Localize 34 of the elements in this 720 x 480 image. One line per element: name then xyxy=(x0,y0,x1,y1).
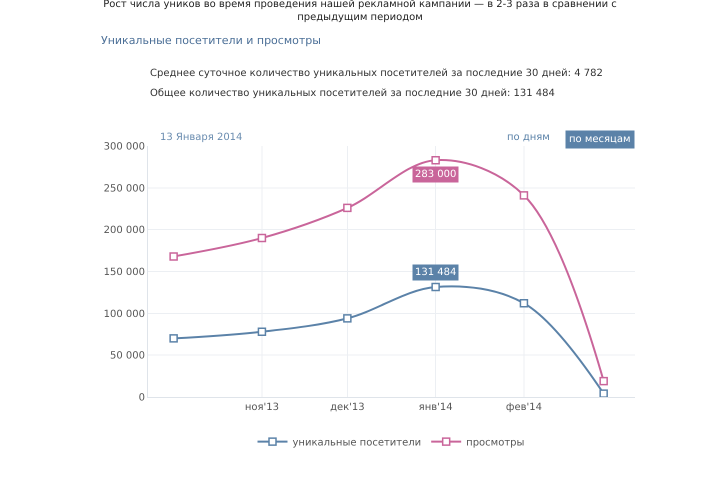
y-tick-label: 0 xyxy=(138,392,145,404)
point xyxy=(431,282,440,292)
data-label: 131 484 xyxy=(415,267,456,278)
point xyxy=(431,156,440,164)
y-tick-label: 250 000 xyxy=(104,183,145,194)
text: 13 Января 2014 xyxy=(160,132,242,143)
text: Общее количество уникальных посетителей за последние 30 дней: 131 484 xyxy=(150,88,555,99)
point xyxy=(169,334,178,343)
point xyxy=(343,204,352,212)
point xyxy=(258,234,266,242)
x-tick-label: ноя'13 xyxy=(244,402,279,413)
x-tick-label: янв'14 xyxy=(418,402,453,413)
legend-label: уникальные посетители xyxy=(292,438,422,449)
y-tick-label: 300 000 xyxy=(104,142,145,152)
point xyxy=(169,252,178,261)
point xyxy=(343,314,352,323)
text: Среднее суточное количество уникальных посетителей за последние 30 дней: 4 782 xyxy=(150,68,603,79)
y-tick-label: 50 000 xyxy=(110,350,145,362)
text: по месяцам xyxy=(569,134,631,145)
point xyxy=(599,389,608,397)
point xyxy=(258,327,266,336)
chart-title: Рост числа уников во время проведения нашей рекламной кампании — в 2-3 раза в сравнении с предыдущим периодом xyxy=(103,0,617,24)
data-label: 283 000 xyxy=(415,169,456,180)
y-tick-label: 100 000 xyxy=(104,308,145,320)
legend-label: просмотры xyxy=(466,438,525,449)
y-tick-label: 200 000 xyxy=(104,225,145,236)
chart-subtitle: Уникальные посетители и просмотры xyxy=(101,34,321,47)
x-tick-label: дек'13 xyxy=(330,402,365,413)
text: по дням xyxy=(507,132,550,143)
point xyxy=(520,191,528,200)
point xyxy=(599,376,608,386)
point xyxy=(520,299,528,308)
x-tick-label: фев'14 xyxy=(506,402,542,413)
y-tick-label: 150 000 xyxy=(104,267,145,278)
